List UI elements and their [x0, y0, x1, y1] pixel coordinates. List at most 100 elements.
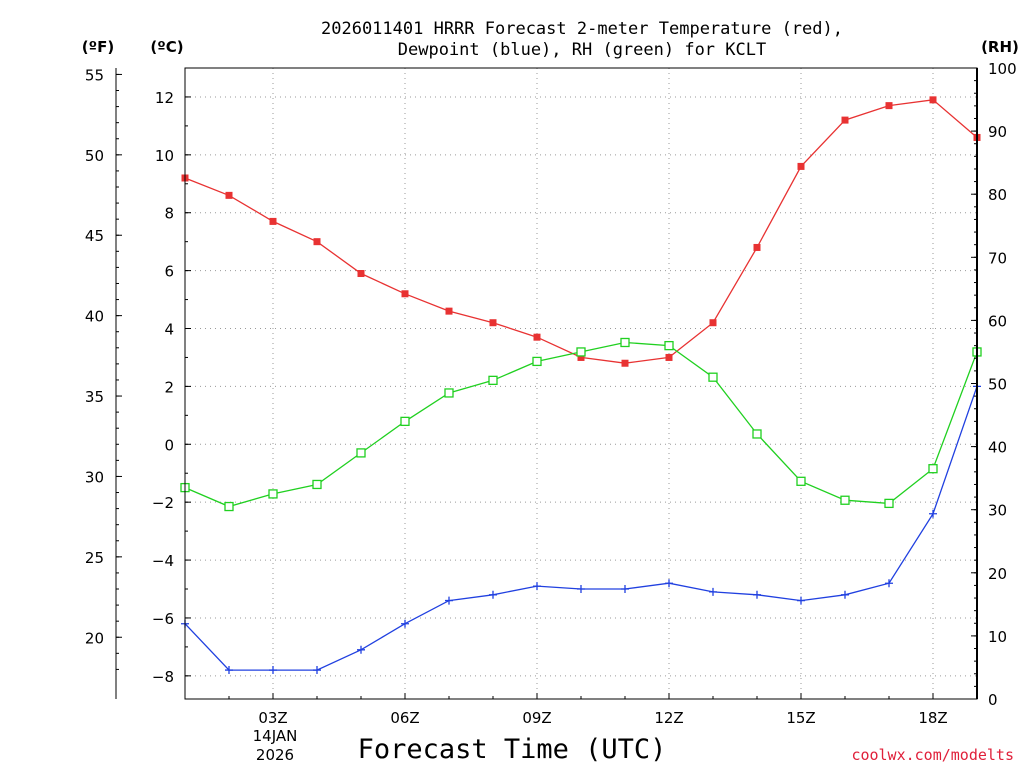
grid-lines	[185, 68, 977, 699]
rh-tick-label: 40	[988, 439, 1007, 457]
dewpoint-point	[533, 582, 541, 591]
celsius-tick-label: 0	[164, 436, 174, 454]
fahrenheit-unit-label: (ºF)	[82, 38, 114, 56]
2-meter-temperature-point	[665, 353, 673, 361]
rh-point	[708, 372, 718, 382]
dewpoint-point	[621, 585, 629, 594]
celsius-tick-label: −8	[152, 668, 174, 686]
rh-tick-label: 90	[988, 123, 1007, 141]
fahrenheit-tick-label: 25	[85, 549, 104, 567]
x-tick-label: 03Z	[258, 709, 287, 727]
2-meter-temperature-point	[269, 217, 277, 225]
x-tick-label: 12Z	[654, 709, 683, 727]
rh-point	[576, 347, 586, 357]
axes	[115, 67, 978, 700]
2-meter-temperature-point	[533, 333, 541, 341]
rh-tick-label: 10	[988, 628, 1007, 646]
date-label-day: 14JAN	[253, 727, 298, 745]
celsius-unit-label: (ºC)	[150, 38, 183, 56]
rh-tick-label: 100	[988, 60, 1017, 78]
rh-point	[928, 464, 938, 474]
2-meter-temperature-point	[445, 307, 453, 315]
rh-point	[356, 448, 366, 458]
rh-tick-label: 80	[988, 186, 1007, 204]
rh-line	[184, 341, 978, 508]
dewpoint-point	[709, 587, 717, 596]
x-tick-label: 09Z	[522, 709, 551, 727]
2-meter-temperature-point	[401, 290, 409, 298]
2-meter-temperature-point	[577, 353, 585, 361]
rh-point	[752, 429, 762, 439]
rh-tick-label: 20	[988, 565, 1007, 583]
date-label-year: 2026	[256, 746, 294, 764]
2-meter-temperature-point	[225, 191, 233, 199]
2-meter-temperature-point	[357, 270, 365, 278]
rh-unit-label: (RH)	[981, 38, 1019, 56]
dewpoint-point	[841, 590, 849, 599]
dewpoint-point	[269, 666, 277, 675]
x-tick-label: 18Z	[918, 709, 947, 727]
2-meter-temperature-point	[841, 116, 849, 124]
rh-tick-label: 50	[988, 376, 1007, 394]
fahrenheit-tick-label: 40	[85, 308, 104, 326]
dewpoint-point	[445, 596, 453, 605]
celsius-tick-label: 2	[164, 378, 174, 396]
celsius-tick-label: 4	[164, 321, 174, 339]
celsius-tick-label: 6	[164, 263, 174, 281]
rh-point	[400, 416, 410, 427]
2-meter-temperature-point	[489, 319, 497, 327]
2-meter-temperature-series	[181, 96, 981, 367]
rh-point	[224, 501, 234, 512]
celsius-tick-label: 8	[164, 205, 174, 223]
chart-title-line-2: Dewpoint (blue), RH (green) for KCLT	[398, 40, 766, 60]
rh-point	[840, 495, 850, 505]
rh-point	[488, 375, 498, 385]
dewpoint-point	[885, 579, 893, 588]
plot-frame	[184, 67, 978, 700]
dewpoint-point	[665, 579, 673, 588]
celsius-tick-label: −6	[152, 610, 174, 628]
fahrenheit-tick-label: 35	[85, 388, 104, 406]
fahrenheit-tick-label: 30	[85, 468, 104, 486]
dewpoint-point	[313, 666, 321, 675]
rh-tick-label: 0	[988, 691, 998, 709]
2-meter-temperature-point	[753, 243, 761, 251]
credit-text: coolwx.com/modelts	[851, 746, 1014, 764]
dewpoint-point	[577, 585, 585, 594]
dewpoint-point	[225, 666, 233, 675]
labels: 2026011401 HRRR Forecast 2-meter Tempera…	[82, 19, 1019, 765]
dewpoint-series	[181, 382, 981, 675]
rh-tick-label: 30	[988, 502, 1007, 520]
2-meter-temperature-point	[709, 319, 717, 327]
2-meter-temperature-point	[929, 96, 937, 104]
dewpoint-point	[489, 590, 497, 599]
rh-point	[884, 498, 894, 509]
celsius-tick-label: 10	[155, 147, 174, 165]
rh-tick-label: 70	[988, 249, 1007, 267]
fahrenheit-tick-label: 20	[85, 629, 104, 647]
x-tick-label: 06Z	[390, 709, 419, 727]
data-series	[180, 96, 982, 675]
dewpoint-point	[357, 645, 365, 654]
dewpoint-point	[929, 509, 937, 518]
celsius-tick-label: −4	[152, 552, 174, 570]
2-meter-temperature-point	[885, 102, 893, 110]
rh-point	[312, 479, 322, 490]
rh-point	[796, 476, 806, 486]
rh-point	[620, 337, 630, 348]
dewpoint-line	[184, 386, 978, 671]
celsius-tick-label: −2	[152, 494, 174, 512]
dewpoint-point	[753, 590, 761, 599]
celsius-tick-label: 12	[155, 89, 174, 107]
2-meter-temperature-point	[313, 238, 321, 246]
dewpoint-point	[401, 619, 409, 628]
fahrenheit-tick-label: 45	[85, 227, 104, 245]
dewpoint-point	[797, 596, 805, 605]
rh-point	[664, 340, 674, 351]
x-tick-label: 15Z	[786, 709, 815, 727]
rh-point	[268, 489, 278, 499]
fahrenheit-tick-label: 55	[85, 66, 104, 84]
2-meter-temperature-point	[797, 162, 805, 170]
x-axis-title: Forecast Time (UTC)	[358, 734, 667, 765]
